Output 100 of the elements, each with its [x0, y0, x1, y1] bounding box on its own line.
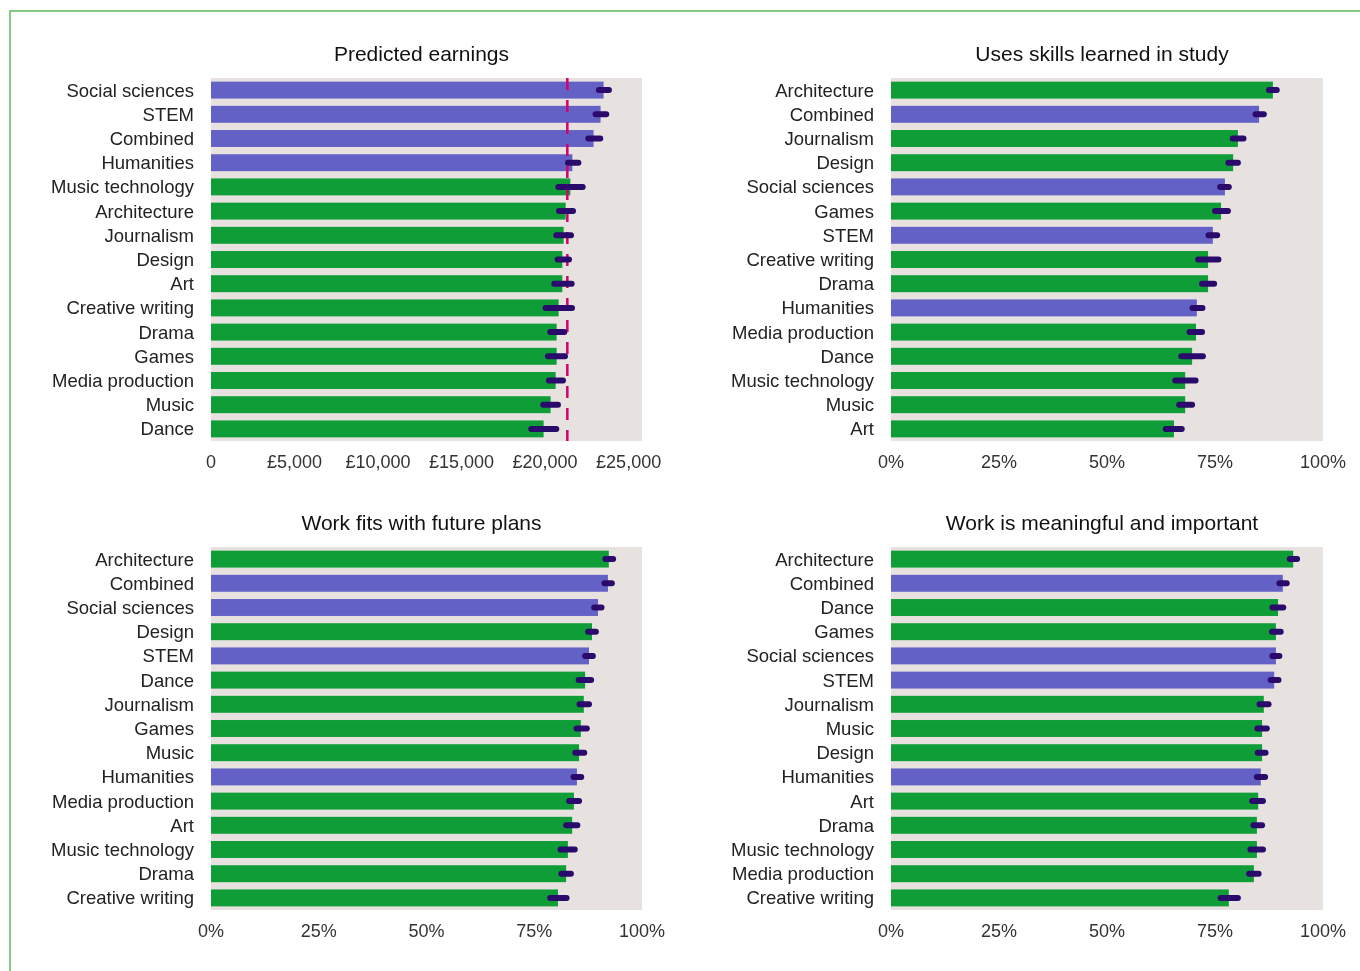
bar — [211, 105, 601, 123]
x-tick-label: 25% — [980, 921, 1018, 941]
y-tick-label: Social sciences — [746, 645, 874, 667]
y-tick-label: Architecture — [95, 548, 194, 570]
y-tick-label: Architecture — [775, 548, 874, 570]
y-tick-label: STEM — [142, 103, 194, 125]
y-tick-label: Design — [136, 248, 194, 270]
y-tick-label: Combined — [109, 572, 194, 594]
bar — [891, 226, 1213, 244]
bar — [211, 768, 577, 786]
y-tick-label: Humanities — [101, 152, 194, 174]
bar — [211, 275, 563, 293]
bar — [891, 372, 1186, 389]
y-tick-label: Creative writing — [66, 297, 194, 319]
bar — [211, 671, 586, 689]
x-tick-label: £20,000 — [512, 452, 578, 472]
y-tick-label: Design — [816, 152, 874, 174]
y-tick-label: Games — [814, 200, 874, 222]
x-tick-label: 25% — [300, 921, 337, 941]
y-tick-label: Media production — [732, 863, 874, 885]
y-tick-label: Creative writing — [746, 887, 874, 909]
y-tick-label: Humanities — [781, 766, 874, 788]
bar — [211, 816, 573, 834]
bar — [891, 347, 1193, 365]
y-tick-label: Art — [850, 790, 874, 812]
y-tick-label: Games — [814, 621, 874, 643]
y-tick-label: Creative writing — [746, 248, 874, 270]
y-tick-label: Art — [170, 814, 194, 836]
y-tick-label: Media production — [732, 321, 874, 343]
bar — [211, 889, 558, 907]
y-tick-label: Drama — [818, 814, 875, 836]
bar — [891, 396, 1186, 414]
bar — [211, 396, 551, 414]
y-tick-label: Dance — [820, 345, 874, 367]
y-tick-label: Music technology — [51, 838, 195, 860]
y-tick-label: Media production — [52, 369, 194, 391]
bar — [211, 647, 589, 665]
y-tick-label: Combined — [789, 572, 874, 594]
bar — [211, 178, 571, 196]
bar — [211, 347, 557, 365]
y-tick-label: Dance — [820, 596, 874, 618]
y-tick-label: Architecture — [775, 79, 874, 101]
bar — [891, 178, 1225, 196]
y-tick-label: Social sciences — [66, 596, 194, 618]
x-tick-label: 100% — [1299, 921, 1347, 941]
bar — [891, 154, 1234, 172]
y-tick-label: Music — [145, 742, 194, 764]
bar — [211, 841, 568, 858]
y-tick-label: Drama — [138, 863, 195, 885]
y-tick-label: Drama — [138, 321, 195, 343]
y-tick-label: Drama — [818, 273, 875, 295]
x-tick-label: 100% — [618, 921, 666, 941]
bar — [211, 226, 564, 244]
x-tick-label: 0 — [205, 452, 217, 472]
bar — [891, 275, 1209, 293]
bar — [211, 695, 584, 713]
y-tick-label: Music — [825, 717, 874, 739]
x-tick-label: 50% — [1088, 921, 1126, 941]
x-tick-label: £10,000 — [345, 452, 411, 472]
chart-title: Uses skills learned in study — [975, 42, 1230, 65]
bar — [211, 574, 608, 592]
x-tick-label: £15,000 — [429, 452, 495, 472]
bar — [211, 550, 609, 568]
x-tick-label: 75% — [516, 921, 553, 941]
y-tick-label: Music technology — [51, 176, 195, 198]
bar — [211, 420, 544, 438]
y-tick-label: Music technology — [731, 838, 875, 860]
bar — [211, 154, 573, 172]
bar — [211, 720, 581, 737]
bar — [211, 744, 580, 762]
x-tick-label: 0% — [877, 921, 905, 941]
bar — [211, 372, 556, 389]
y-tick-label: Music — [145, 394, 194, 416]
y-tick-label: Media production — [52, 790, 194, 812]
y-tick-label: Architecture — [95, 200, 194, 222]
y-tick-label: Art — [170, 273, 194, 295]
x-tick-label: 50% — [408, 921, 445, 941]
x-tick-label: 75% — [1196, 921, 1234, 941]
y-tick-label: STEM — [822, 224, 874, 246]
y-tick-label: Social sciences — [66, 79, 194, 101]
x-tick-label: 25% — [980, 452, 1018, 472]
x-tick-label: £25,000 — [596, 452, 662, 472]
bar — [211, 323, 557, 341]
bar — [211, 792, 574, 810]
bar — [891, 105, 1260, 123]
y-tick-label: Combined — [109, 127, 194, 149]
bar — [891, 202, 1222, 220]
x-tick-label: 50% — [1088, 452, 1126, 472]
x-tick-label: £5,000 — [267, 452, 323, 472]
chart-title: Predicted earnings — [333, 42, 510, 65]
y-tick-label: Journalism — [784, 127, 874, 149]
y-tick-label: Dance — [140, 669, 194, 691]
bar — [211, 202, 566, 220]
y-tick-label: Art — [850, 418, 874, 440]
y-tick-label: Journalism — [784, 693, 874, 715]
bar — [891, 299, 1197, 317]
x-tick-label: 0% — [197, 921, 225, 941]
y-tick-label: Social sciences — [746, 176, 874, 198]
y-tick-label: Games — [134, 717, 194, 739]
y-tick-label: Combined — [789, 103, 874, 125]
